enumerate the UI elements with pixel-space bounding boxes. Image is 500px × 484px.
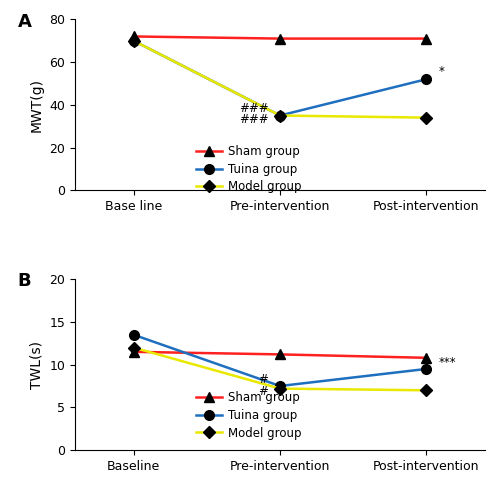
Tuina group	[130, 332, 136, 338]
Line: Model group: Model group	[130, 343, 430, 394]
Y-axis label: TWL(s): TWL(s)	[30, 341, 44, 389]
Sham group	[424, 36, 430, 42]
Line: Sham group: Sham group	[128, 31, 432, 44]
Y-axis label: MWT(g): MWT(g)	[30, 78, 44, 132]
Tuina group	[130, 38, 136, 44]
Text: ###: ###	[238, 113, 268, 126]
Legend: Sham group, Tuina group, Model group: Sham group, Tuina group, Model group	[196, 391, 301, 439]
Text: A: A	[18, 13, 32, 30]
Tuina group	[277, 383, 283, 389]
Model group	[130, 345, 136, 350]
Sham group	[277, 351, 283, 357]
Text: #: #	[258, 385, 268, 398]
Sham group	[130, 33, 136, 39]
Model group	[277, 113, 283, 119]
Model group	[424, 115, 430, 121]
Text: ###: ###	[238, 102, 268, 115]
Tuina group	[277, 113, 283, 119]
Text: #: #	[258, 373, 268, 386]
Model group	[277, 386, 283, 392]
Sham group	[424, 355, 430, 361]
Text: *: *	[438, 65, 444, 78]
Line: Tuina group: Tuina group	[128, 36, 432, 121]
Model group	[130, 38, 136, 44]
Line: Tuina group: Tuina group	[128, 330, 432, 391]
Text: B: B	[18, 272, 31, 290]
Sham group	[277, 36, 283, 42]
Tuina group	[424, 366, 430, 372]
Model group	[424, 387, 430, 393]
Tuina group	[424, 76, 430, 82]
Line: Sham group: Sham group	[128, 347, 432, 363]
Text: ***: ***	[438, 356, 456, 369]
Legend: Sham group, Tuina group, Model group: Sham group, Tuina group, Model group	[196, 145, 301, 194]
Line: Model group: Model group	[130, 37, 430, 122]
Sham group	[130, 349, 136, 355]
